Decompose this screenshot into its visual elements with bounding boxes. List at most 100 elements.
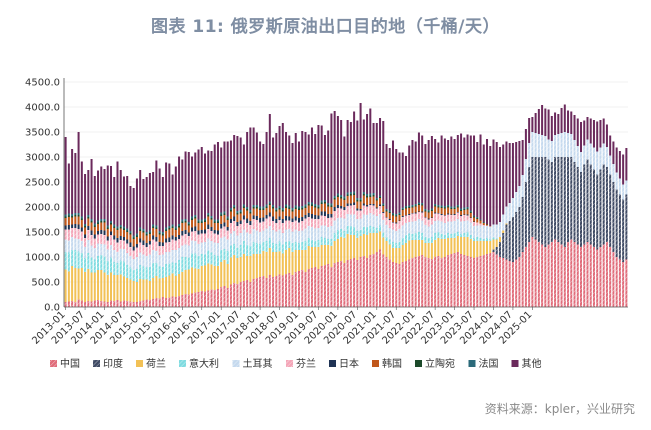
bar-segment [294, 242, 297, 250]
bar-segment [395, 243, 398, 248]
bar-segment [220, 262, 223, 287]
bar-segment [165, 229, 168, 231]
bar-segment [103, 244, 106, 257]
bar-segment [414, 233, 417, 240]
bar-segment [372, 204, 375, 206]
bar-segment [242, 281, 245, 307]
bar-segment [404, 235, 407, 243]
bar-segment [427, 219, 430, 227]
bar-segment [343, 210, 346, 219]
bar-segment [392, 222, 395, 223]
legend-swatch [329, 360, 336, 367]
bar-segment [119, 240, 122, 249]
bar-segment [268, 248, 271, 275]
bar-segment [421, 255, 424, 307]
bar-segment [129, 186, 132, 231]
bar-segment [236, 214, 239, 222]
bar-segment [366, 205, 369, 207]
bar-segment [64, 214, 67, 217]
bar-segment [74, 228, 77, 239]
bar-segment [353, 214, 356, 227]
bar-segment [310, 227, 313, 240]
bar-segment [197, 219, 200, 222]
bar-segment [340, 261, 343, 307]
bar-segment [87, 215, 90, 217]
bar-segment [362, 234, 365, 256]
bar-segment [155, 298, 158, 307]
bar-segment [200, 147, 203, 220]
bar-segment [404, 208, 407, 215]
bar-segment [291, 208, 294, 210]
bar-segment [622, 154, 625, 185]
bar-segment [310, 240, 313, 247]
bar-segment [379, 206, 382, 214]
bar-segment [469, 212, 472, 213]
bar-segment [599, 147, 602, 170]
bar-segment [531, 132, 534, 157]
bar-segment [550, 116, 553, 141]
bar-segment [320, 245, 323, 266]
bar-segment [589, 244, 592, 307]
legend: 中国 印度 荷兰 意大利 土耳其 芬兰 日本 韩国 立陶宛 法国 其他 [50, 357, 542, 370]
bar-segment [110, 245, 113, 258]
bar-segment [145, 232, 148, 234]
bar-segment [450, 214, 453, 215]
bar-segment [375, 199, 378, 201]
bar-segment [87, 301, 90, 307]
bar-segment [404, 223, 407, 235]
bar-segment [317, 215, 320, 219]
bar-segment [252, 279, 255, 307]
bar-segment [434, 139, 437, 204]
bar-segment [375, 200, 378, 208]
bar-segment [372, 205, 375, 215]
bar-segment [259, 244, 262, 254]
bar-segment [210, 219, 213, 227]
bar-segment [265, 204, 268, 207]
bar-segment [304, 228, 307, 241]
bar-segment [106, 249, 109, 261]
bar-segment [356, 198, 359, 200]
bar-segment [463, 214, 466, 215]
bar-segment [272, 216, 275, 221]
bar-segment [521, 175, 524, 197]
bar-segment [174, 230, 177, 237]
bar-segment [288, 220, 291, 229]
bar-segment [229, 208, 232, 210]
bar-segment [148, 267, 151, 281]
bar-segment [343, 136, 346, 197]
bar-segment [285, 204, 288, 207]
bar-segment [67, 163, 70, 214]
bar-segment [191, 220, 194, 228]
bar-segment [87, 253, 90, 269]
bar-segment [554, 239, 557, 307]
bar-segment [278, 208, 281, 210]
bar-segment [194, 218, 197, 227]
bar-segment [239, 233, 242, 245]
bar-segment [356, 231, 359, 238]
bar-segment [158, 298, 161, 307]
bar-segment [427, 238, 430, 243]
bar-segment [294, 229, 297, 242]
bar-segment [417, 240, 420, 256]
bar-segment [249, 221, 252, 225]
bar-segment [220, 216, 223, 224]
bar-segment [404, 261, 407, 307]
bar-segment [171, 174, 174, 225]
bar-segment [298, 208, 301, 210]
bar-segment [307, 205, 310, 213]
bar-segment [382, 232, 385, 238]
bar-segment [508, 221, 511, 261]
bar-segment [252, 207, 255, 209]
bar-segment [298, 210, 301, 218]
bar-segment [184, 234, 187, 245]
bar-segment [103, 230, 106, 235]
bar-segment [333, 233, 336, 241]
bar-segment [132, 259, 135, 270]
bar-segment [323, 265, 326, 307]
bar-segment [97, 224, 100, 231]
bar-segment [236, 258, 239, 284]
bar-segment [320, 202, 323, 204]
bar-segment [346, 203, 349, 206]
bar-segment [80, 241, 83, 253]
bar-segment [294, 133, 297, 206]
